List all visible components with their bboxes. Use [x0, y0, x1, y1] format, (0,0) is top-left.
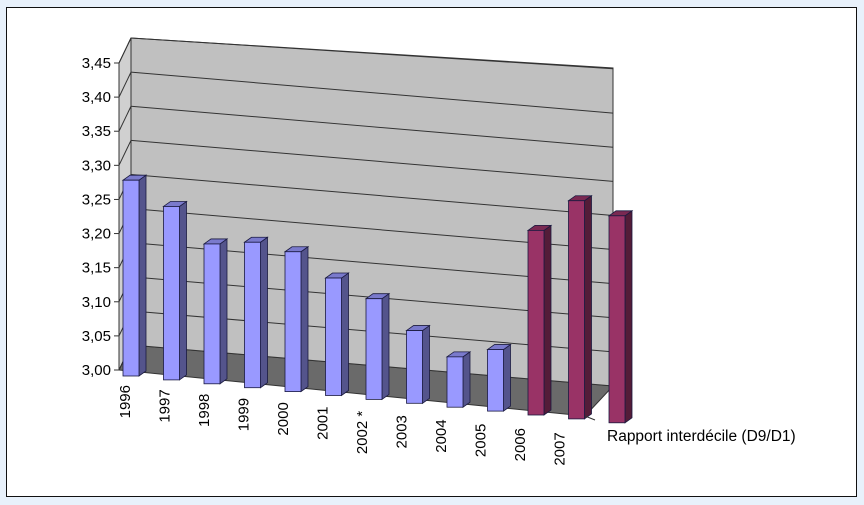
bar-2003	[405, 324, 431, 405]
bar-1998	[202, 238, 229, 385]
gridline	[130, 173, 614, 216]
gridline	[130, 139, 614, 182]
bar-chart: 3,00 3,05 3,10 3,15 3,20 3,25 3,30 3,35 3,40 3,45…	[82, 37, 796, 466]
y-tick-label: 3,10	[82, 294, 111, 311]
x-tick-label: 1996	[117, 385, 134, 418]
bar-2001	[324, 272, 350, 397]
y-tick-label: 3,15	[82, 260, 111, 277]
x-tick-label: 1998	[196, 394, 213, 427]
x-tick-label: 1997	[157, 389, 174, 422]
bar-2000	[283, 245, 310, 393]
gridline	[130, 37, 614, 70]
y-tick-label: 3,05	[82, 328, 111, 345]
x-tick-label: 2007	[552, 432, 569, 465]
bar-2004	[445, 351, 472, 408]
x-tick-label: 2004	[433, 419, 450, 452]
bar-2007	[567, 194, 593, 420]
bar-2006	[526, 224, 553, 416]
x-tick-label: 2003	[394, 415, 411, 448]
x-tick-label: 2002 *	[354, 411, 371, 455]
y-tick-label: 3,00	[82, 362, 111, 379]
gridline	[130, 105, 614, 148]
x-axis: 1996 1997 1998 1999 2000 2001 2002 * 2003 2004 20…	[117, 385, 596, 466]
series-label: Rapport interdécile (D9/D1)	[607, 428, 796, 445]
y-axis: 3,00 3,05 3,10 3,15 3,20 3,25 3,30 3,35 3,40 3,45	[82, 55, 120, 379]
gridline	[130, 71, 614, 114]
bar-1997	[162, 200, 188, 381]
y-tick-label: 3,40	[82, 89, 111, 106]
y-tick-label: 3,20	[82, 226, 111, 243]
bar-1999	[243, 236, 269, 389]
x-tick-label: 1999	[236, 398, 253, 431]
x-tick-label: 2001	[315, 407, 332, 440]
x-tick-label: 2005	[473, 424, 490, 457]
y-tick-label: 3,35	[82, 123, 111, 140]
x-tick-label: 2006	[512, 428, 529, 461]
bar-2002 *	[364, 292, 391, 401]
bar-2005	[486, 343, 512, 412]
y-tick-label: 3,30	[82, 157, 111, 174]
bars	[121, 174, 634, 424]
bar-1996	[121, 174, 148, 377]
y-tick-label: 3,25	[82, 191, 111, 208]
x-tick-label: 2000	[275, 402, 292, 435]
y-tick-label: 3,45	[82, 55, 111, 72]
chart-frame: 3,00 3,05 3,10 3,15 3,20 3,25 3,30 3,35 3,40 3,45…	[6, 7, 857, 497]
bar-12	[607, 210, 634, 424]
